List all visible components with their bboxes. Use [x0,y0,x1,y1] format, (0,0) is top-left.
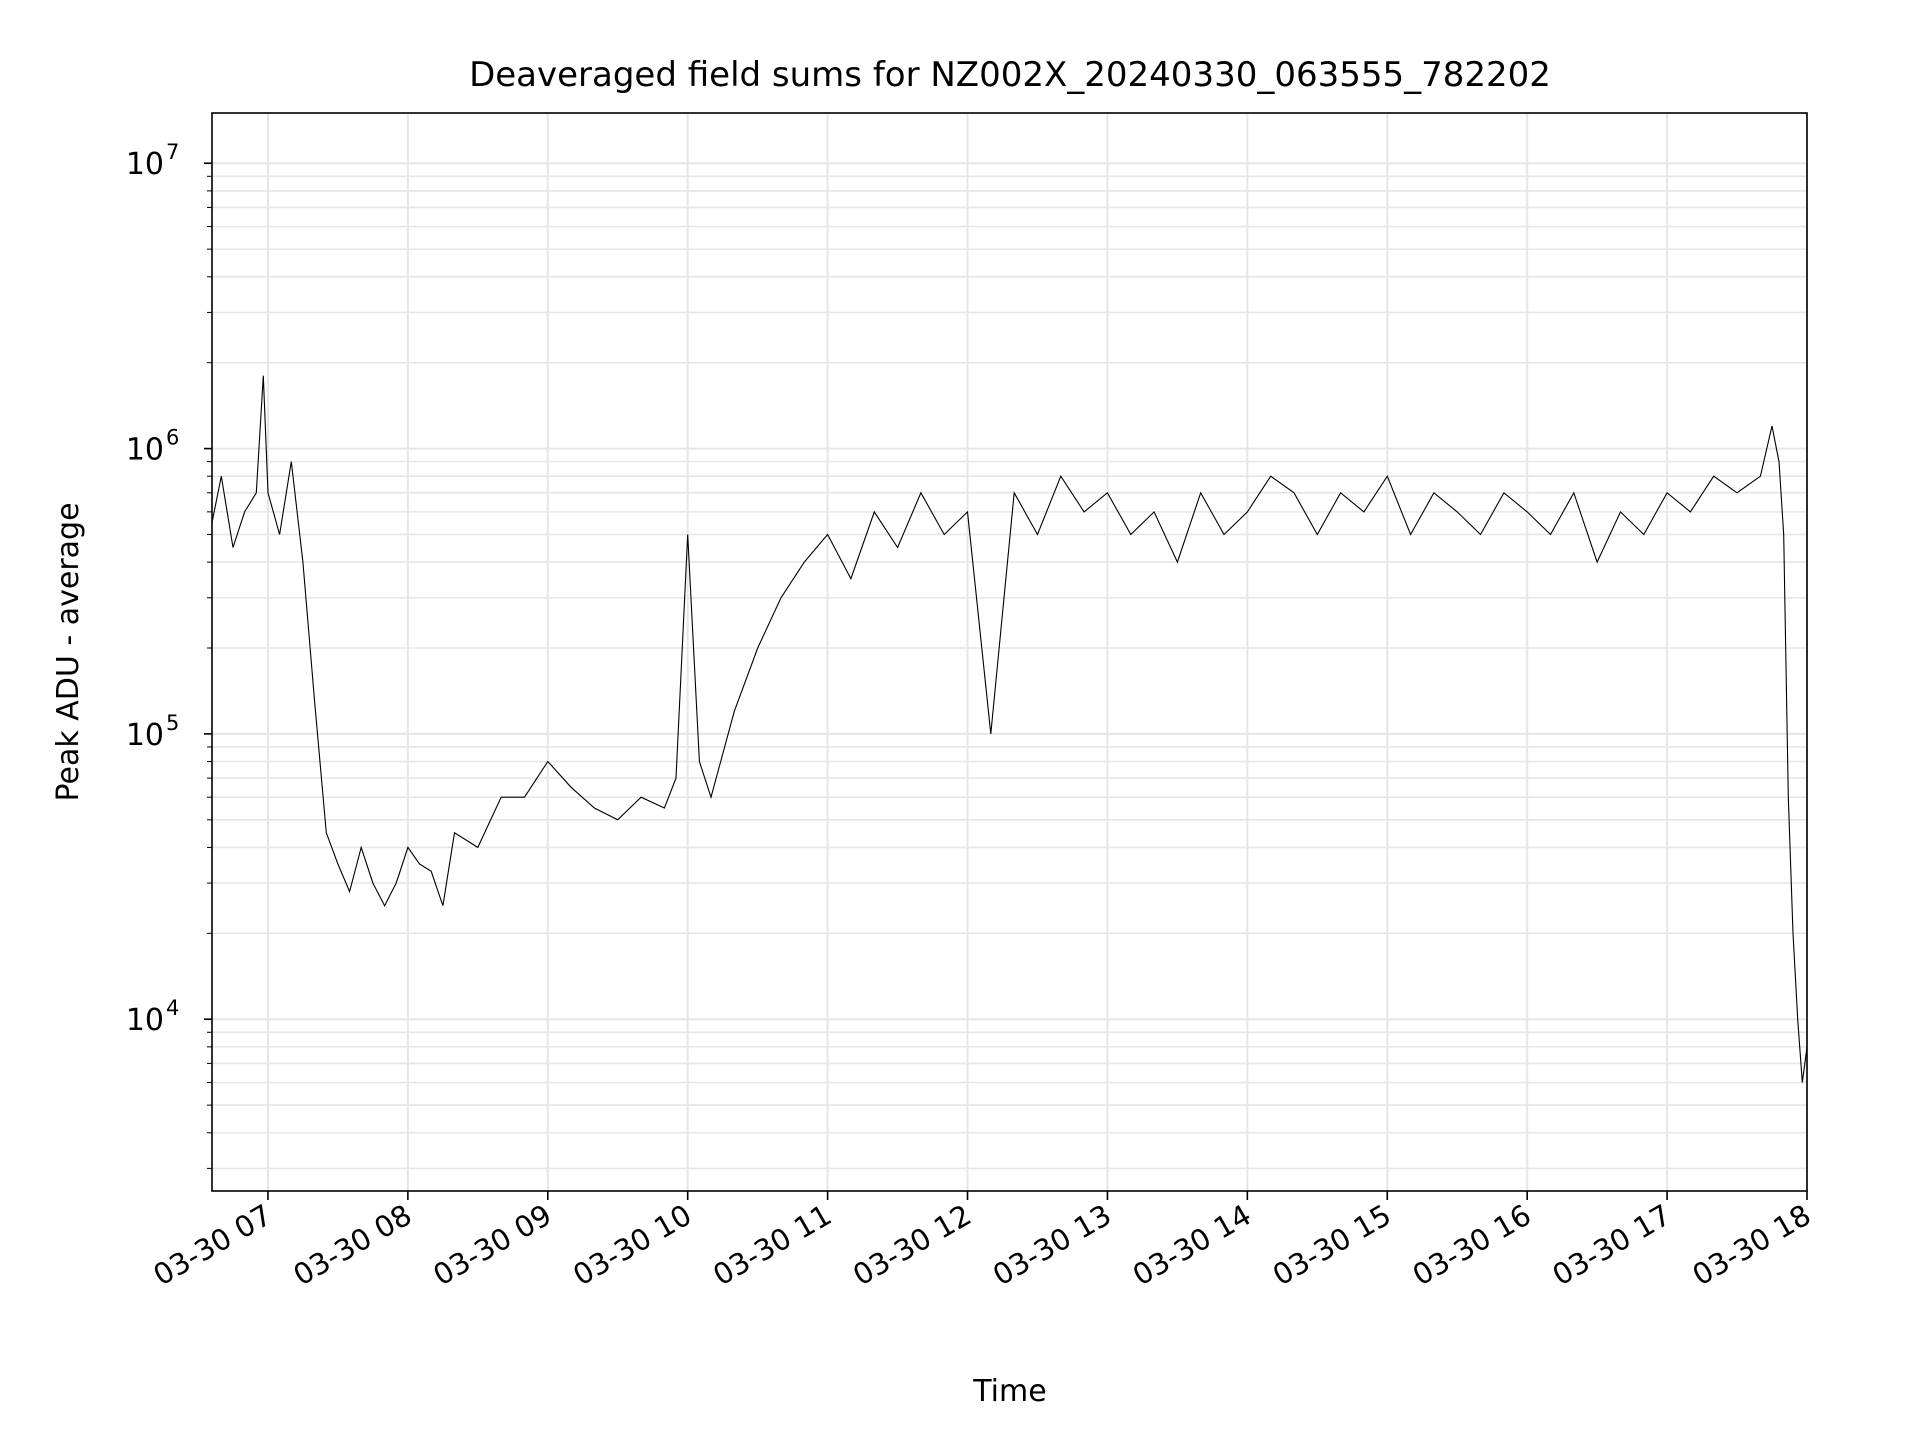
x-tick-label: 03-30 18 [1687,1198,1817,1293]
y-tick-label: 10 [126,433,164,468]
x-tick-label: 03-30 16 [1407,1198,1537,1293]
x-tick-label: 03-30 14 [1127,1198,1257,1293]
x-tick-label: 03-30 09 [427,1198,557,1293]
y-tick-label: 10 [126,718,164,753]
y-tick-label: 10 [126,147,164,182]
x-tick-label: 03-30 13 [987,1198,1117,1293]
x-tick-label: 03-30 08 [287,1198,417,1293]
x-tick-label: 03-30 15 [1267,1198,1397,1293]
x-tick-label: 03-30 17 [1547,1198,1677,1293]
x-tick-label: 03-30 11 [707,1198,837,1293]
y-tick-exponent: 7 [166,140,179,164]
plot-frame [211,112,1808,1192]
y-tick-label: 10 [126,1003,164,1038]
y-axis-label: Peak ADU - average [51,502,86,801]
grid-layer [212,113,1808,1191]
y-tick-exponent: 5 [166,711,179,735]
x-tick-label: 03-30 07 [148,1198,278,1293]
y-tick-exponent: 6 [166,426,179,450]
y-tick-exponent: 4 [166,996,179,1020]
x-tick-label: 03-30 10 [567,1198,697,1293]
series-line [212,375,1807,1083]
plot-layer [212,375,1807,1083]
x-tick-label: 03-30 12 [847,1198,977,1293]
x-axis-label: Time [972,1374,1046,1409]
chart-title: Deaveraged field sums for NZ002X_2024033… [469,55,1551,95]
